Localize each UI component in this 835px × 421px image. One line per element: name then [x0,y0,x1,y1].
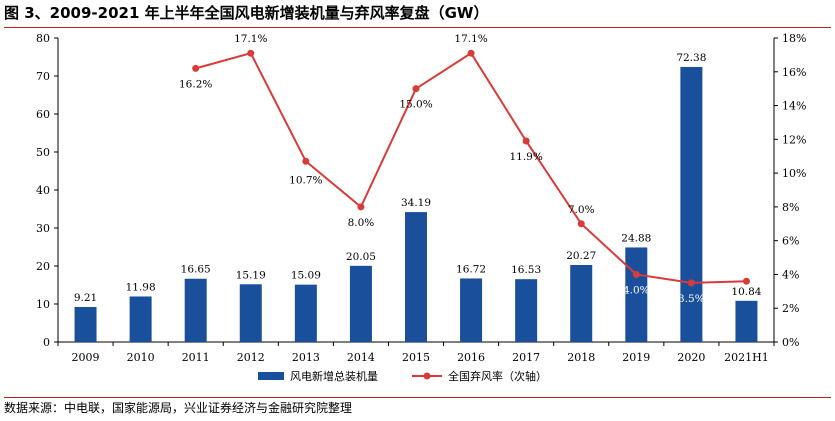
bar [74,307,97,342]
legend-line-marker [423,372,431,380]
x-tick-label: 2014 [347,351,375,364]
bar [349,265,372,342]
bar [570,264,593,342]
x-tick-label: 2018 [567,351,595,364]
left-tick-label: 10 [36,298,50,311]
line-point [632,270,640,278]
line-data-label: 10.7% [289,174,322,186]
line-point [577,220,585,228]
bar [515,279,538,342]
x-tick-label: 2013 [292,351,320,364]
right-tick-label: 14% [782,100,806,113]
line-data-label: 4.0% [623,284,650,296]
line-data-label: 17.1% [454,33,487,45]
x-tick-label: 2020 [677,351,705,364]
bar-data-label: 20.05 [346,251,376,263]
bar-data-label: 20.27 [566,250,596,262]
x-tick-label: 2009 [72,351,100,364]
right-tick-label: 12% [782,133,806,146]
line-point [742,277,750,285]
x-tick-label: 2010 [127,351,155,364]
line-data-label: 3.5% [678,293,705,305]
bar [460,278,483,342]
bar-data-label: 9.21 [74,292,97,304]
bar-data-label: 15.09 [291,270,321,282]
right-tick-label: 6% [782,235,799,248]
line-point [357,203,365,211]
left-tick-label: 20 [36,260,50,273]
bar [735,300,758,342]
left-tick-label: 50 [36,146,50,159]
line-data-label: 7.0% [568,204,595,216]
line-point [302,157,310,165]
chart-title: 图 3、2009-2021 年上半年全国风电新增装机量与弃风率复盘（GW） [4,1,831,28]
bar-data-label: 24.88 [621,232,651,244]
left-tick-label: 60 [36,108,50,121]
bar [184,278,207,342]
right-tick-label: 2% [782,302,799,315]
line-point [247,49,255,57]
legend: 风电新增总装机量 全国弃风率（次轴） [258,369,547,383]
x-tick-label: 2019 [622,351,650,364]
line-point [522,137,530,145]
right-tick-label: 10% [782,167,806,180]
legend-line-label: 全国弃风率（次轴） [448,369,547,383]
x-tick-label: 2016 [457,351,485,364]
line-path [195,51,747,284]
line-point [192,64,200,72]
bar-data-label: 15.19 [236,269,266,281]
source-note: 数据来源：中电联，国家能源局，兴业证券经济与金融研究院整理 [4,397,831,420]
right-tick-label: 0% [782,336,799,349]
x-tick-label: 2017 [512,351,540,364]
left-tick-label: 30 [36,222,50,235]
bar [680,66,703,343]
left-tick-label: 70 [36,70,50,83]
bar-data-label: 11.98 [126,281,156,293]
line-data-label: 8.0% [348,217,375,229]
bar [129,296,152,342]
line-data-label: 17.1% [234,33,267,45]
bar [625,247,648,342]
bar-data-label: 16.53 [511,264,541,276]
right-tick-label: 18% [782,32,806,45]
bar-data-label: 34.19 [401,197,431,209]
bar [239,284,262,342]
line-point [467,49,475,57]
bar-data-label: 16.65 [181,264,211,276]
line-data-label: 11.9% [509,151,542,163]
right-tick-label: 8% [782,201,799,214]
bar-series: 9.21 11.98 16.65 15.19 15.09 20.05 34.19 16.72 1… [74,52,762,343]
line-series: 16.2% 17.1% 10.7% 8.0% 15.0% 17.1% 11.9% 7.0% 4.… [179,33,750,305]
line-data-label: 16.2% [179,78,212,90]
right-tick-label: 16% [782,66,806,79]
legend-bar-swatch [258,372,284,380]
line-point [412,85,420,93]
left-tick-label: 80 [36,32,50,45]
x-tick-label: 2015 [402,351,430,364]
bar-data-label: 72.38 [676,52,706,64]
right-tick-label: 4% [782,268,799,281]
line-data-label: 15.0% [399,99,432,111]
x-tick-label: 2021H1 [724,351,769,364]
bar-data-label: 10.84 [731,286,761,298]
line-point [687,279,695,287]
bar [294,284,317,342]
left-tick-label: 0 [43,336,50,349]
bar [405,212,427,342]
axes: 0 10 20 30 40 50 60 70 80 0% 2% 4% 6% 8% 10% 12% 14% 16% 1… [36,32,806,364]
bar-data-label: 16.72 [456,263,486,275]
x-tick-label: 2012 [237,351,265,364]
left-tick-label: 40 [36,184,50,197]
x-tick-label: 2011 [182,351,210,364]
legend-bar-label: 风电新增总装机量 [290,369,378,383]
